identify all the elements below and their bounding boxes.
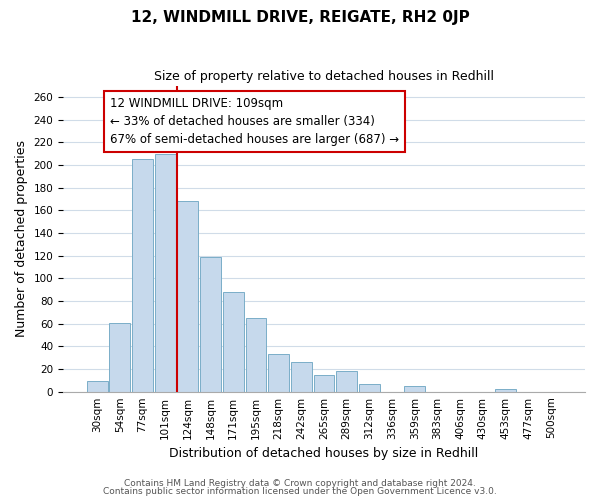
Bar <box>495 390 516 392</box>
Bar <box>404 386 425 392</box>
Bar <box>223 292 244 392</box>
Bar <box>109 322 130 392</box>
Bar <box>200 257 221 392</box>
Bar <box>87 382 107 392</box>
Bar <box>314 374 334 392</box>
X-axis label: Distribution of detached houses by size in Redhill: Distribution of detached houses by size … <box>169 447 479 460</box>
Text: 12 WINDMILL DRIVE: 109sqm
← 33% of detached houses are smaller (334)
67% of semi: 12 WINDMILL DRIVE: 109sqm ← 33% of detac… <box>110 97 400 146</box>
Bar <box>291 362 312 392</box>
Bar <box>245 318 266 392</box>
Text: 12, WINDMILL DRIVE, REIGATE, RH2 0JP: 12, WINDMILL DRIVE, REIGATE, RH2 0JP <box>131 10 469 25</box>
Bar <box>359 384 380 392</box>
Title: Size of property relative to detached houses in Redhill: Size of property relative to detached ho… <box>154 70 494 83</box>
Bar <box>155 154 176 392</box>
Bar <box>132 160 153 392</box>
Text: Contains public sector information licensed under the Open Government Licence v3: Contains public sector information licen… <box>103 487 497 496</box>
Bar <box>178 201 199 392</box>
Bar <box>336 372 357 392</box>
Text: Contains HM Land Registry data © Crown copyright and database right 2024.: Contains HM Land Registry data © Crown c… <box>124 478 476 488</box>
Bar <box>268 354 289 392</box>
Y-axis label: Number of detached properties: Number of detached properties <box>15 140 28 337</box>
